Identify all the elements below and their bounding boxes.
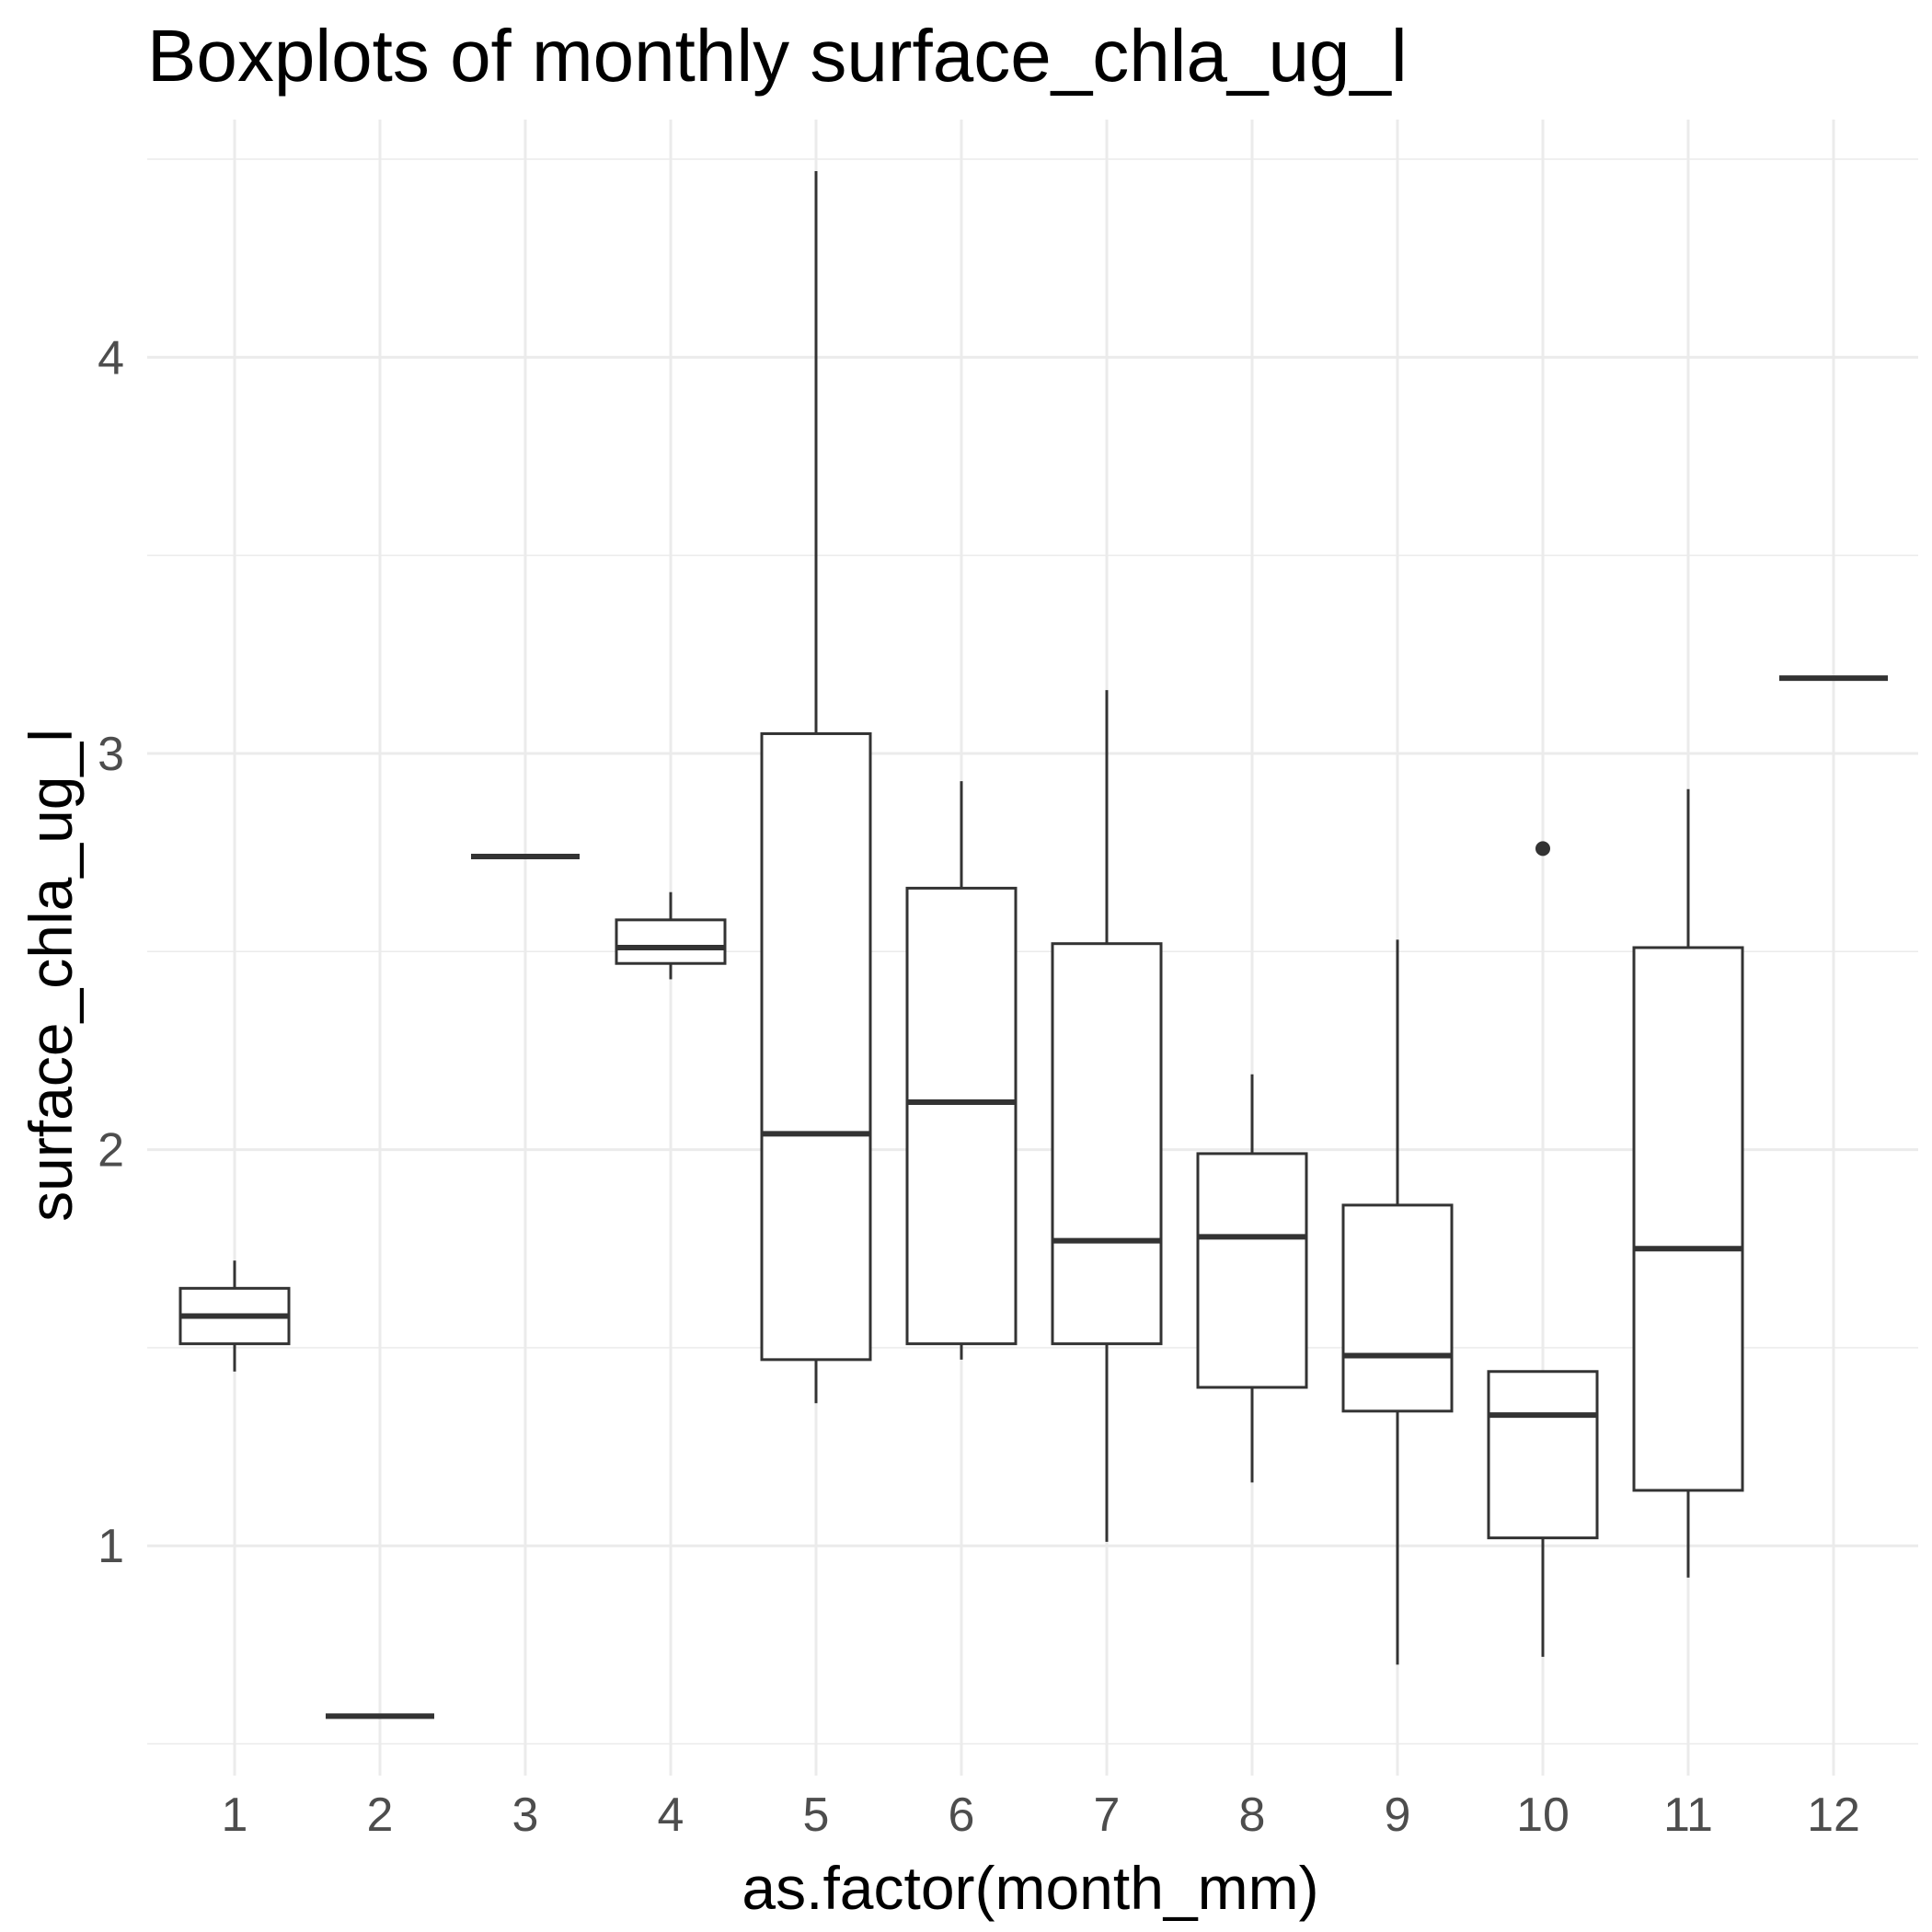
box-month-10 <box>1487 841 1599 1657</box>
box-iqr <box>760 731 872 1362</box>
box-month-4 <box>615 891 727 980</box>
x-tick-label: 4 <box>658 1788 684 1842</box>
box-iqr <box>1632 946 1744 1492</box>
y-axis-tick-labels: 1 2 3 4 <box>98 331 124 1573</box>
box-month-5 <box>760 170 872 1404</box>
boxes <box>178 170 1888 1719</box>
x-axis-title: as.factor(month_mm) <box>742 1854 1318 1922</box>
x-tick-label: 10 <box>1516 1788 1570 1842</box>
outlier-point <box>1535 841 1550 857</box>
x-tick-label: 11 <box>1663 1788 1713 1842</box>
box-iqr <box>1196 1152 1308 1389</box>
x-tick-label: 2 <box>367 1788 394 1842</box>
box-iqr <box>1051 942 1163 1346</box>
y-axis-title: surface_chla_ug_l <box>17 729 85 1222</box>
x-tick-label: 5 <box>803 1788 830 1842</box>
y-tick-label: 4 <box>98 331 124 385</box>
x-tick-label: 12 <box>1807 1788 1860 1842</box>
x-tick-label: 8 <box>1239 1788 1266 1842</box>
box-month-11 <box>1632 788 1744 1578</box>
box-iqr <box>615 918 727 965</box>
y-tick-label: 3 <box>98 728 124 781</box>
x-tick-label: 3 <box>512 1788 539 1842</box>
box-month-9 <box>1341 939 1454 1665</box>
x-tick-label: 7 <box>1094 1788 1121 1842</box>
box-iqr <box>905 886 1018 1346</box>
x-tick-label: 6 <box>949 1788 975 1842</box>
box-month-7 <box>1051 690 1163 1542</box>
x-tick-label: 9 <box>1385 1788 1411 1842</box>
x-axis-tick-labels: 1 2 3 4 5 6 7 8 9 10 11 12 <box>222 1788 1860 1842</box>
y-tick-label: 1 <box>98 1520 124 1573</box>
box-month-1 <box>178 1260 291 1372</box>
box-iqr <box>1487 1370 1599 1540</box>
chart-title: Boxplots of monthly surface_chla_ug_l <box>147 15 1408 97</box>
box-month-6 <box>905 781 1018 1360</box>
box-iqr <box>1341 1203 1454 1413</box>
y-tick-label: 2 <box>98 1124 124 1178</box>
x-tick-label: 1 <box>222 1788 248 1842</box>
box-month-8 <box>1196 1074 1308 1483</box>
